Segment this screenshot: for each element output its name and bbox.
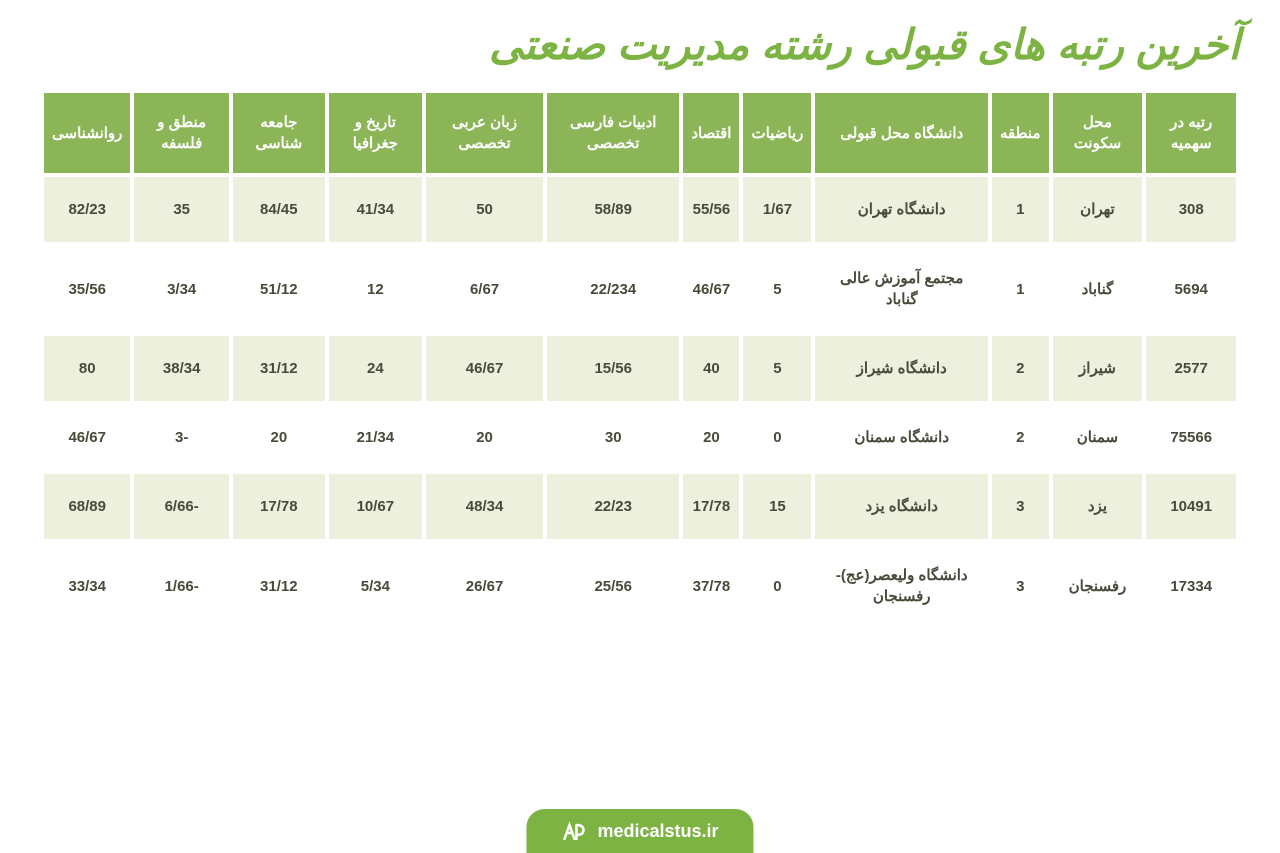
table-cell: 51/12 xyxy=(233,246,325,332)
rankings-table: رتبه در سهمیه محل سکونت منطقه دانشگاه مح… xyxy=(40,89,1240,633)
table-cell: 22/23 xyxy=(547,474,679,539)
table-cell: تهران xyxy=(1053,177,1143,242)
table-cell: 30 xyxy=(547,405,679,470)
table-row: 75566سمنان2دانشگاه سمنان020302021/3420-3… xyxy=(44,405,1236,470)
table-cell: 40 xyxy=(683,336,739,401)
table-cell: 35 xyxy=(134,177,228,242)
table-cell: 80 xyxy=(44,336,130,401)
table-cell: 10491 xyxy=(1146,474,1236,539)
col-history-geo: تاریخ و جغرافیا xyxy=(329,93,422,173)
table-cell: 17/78 xyxy=(683,474,739,539)
table-cell: 75566 xyxy=(1146,405,1236,470)
table-cell: 0 xyxy=(743,405,811,470)
col-sociology: جامعه شناسی xyxy=(233,93,325,173)
table-cell: 12 xyxy=(329,246,422,332)
table-cell: رفسنجان xyxy=(1053,543,1143,629)
table-cell: 31/12 xyxy=(233,336,325,401)
col-economics: اقتصاد xyxy=(683,93,739,173)
table-cell: 26/67 xyxy=(426,543,543,629)
table-cell: 46/67 xyxy=(683,246,739,332)
table-cell: شیراز xyxy=(1053,336,1143,401)
table-cell: یزد xyxy=(1053,474,1143,539)
table-cell: 3 xyxy=(992,474,1049,539)
table-cell: -6/66 xyxy=(134,474,228,539)
table-cell: دانشگاه یزد xyxy=(815,474,988,539)
table-cell: 48/34 xyxy=(426,474,543,539)
table-cell: 2 xyxy=(992,405,1049,470)
table-cell: 5 xyxy=(743,336,811,401)
table-cell: 308 xyxy=(1146,177,1236,242)
table-cell: 82/23 xyxy=(44,177,130,242)
table-cell: 0 xyxy=(743,543,811,629)
main-container: آخرین رتبه های قبولی رشته مدیریت صنعتی ر… xyxy=(0,0,1280,653)
table-header-row: رتبه در سهمیه محل سکونت منطقه دانشگاه مح… xyxy=(44,93,1236,173)
table-cell: 55/56 xyxy=(683,177,739,242)
footer-text: medicalstus.ir xyxy=(597,821,718,842)
table-cell: 5 xyxy=(743,246,811,332)
table-cell: 41/34 xyxy=(329,177,422,242)
col-persian-lit: ادبیات فارسی تخصصی xyxy=(547,93,679,173)
table-cell: 35/56 xyxy=(44,246,130,332)
table-row: 17334رفسنجان3دانشگاه ولیعصر(عج)-رفسنجان0… xyxy=(44,543,1236,629)
table-cell: 3/34 xyxy=(134,246,228,332)
table-cell: دانشگاه شیراز xyxy=(815,336,988,401)
footer-logo-icon xyxy=(561,819,589,843)
table-cell: 31/12 xyxy=(233,543,325,629)
table-cell: 17334 xyxy=(1146,543,1236,629)
table-cell: دانشگاه تهران xyxy=(815,177,988,242)
table-cell: دانشگاه ولیعصر(عج)-رفسنجان xyxy=(815,543,988,629)
table-cell: دانشگاه سمنان xyxy=(815,405,988,470)
table-cell: 46/67 xyxy=(44,405,130,470)
table-row: 10491یزد3دانشگاه یزد1517/7822/2348/3410/… xyxy=(44,474,1236,539)
table-row: 308تهران1دانشگاه تهران1/6755/5658/895041… xyxy=(44,177,1236,242)
table-cell: 1 xyxy=(992,177,1049,242)
table-body: 308تهران1دانشگاه تهران1/6755/5658/895041… xyxy=(44,177,1236,629)
col-math: ریاضیات xyxy=(743,93,811,173)
table-cell: 5/34 xyxy=(329,543,422,629)
page-title: آخرین رتبه های قبولی رشته مدیریت صنعتی xyxy=(40,20,1240,69)
table-row: 2577شیراز2دانشگاه شیراز54015/5646/672431… xyxy=(44,336,1236,401)
table-cell: 58/89 xyxy=(547,177,679,242)
table-cell: 2577 xyxy=(1146,336,1236,401)
table-cell: 20 xyxy=(233,405,325,470)
table-cell: سمنان xyxy=(1053,405,1143,470)
table-cell: 84/45 xyxy=(233,177,325,242)
table-cell: 15/56 xyxy=(547,336,679,401)
col-philosophy: منطق و فلسفه xyxy=(134,93,228,173)
table-cell: 10/67 xyxy=(329,474,422,539)
table-cell: 38/34 xyxy=(134,336,228,401)
table-cell: 15 xyxy=(743,474,811,539)
table-cell: 68/89 xyxy=(44,474,130,539)
table-cell: 3 xyxy=(992,543,1049,629)
table-cell: 17/78 xyxy=(233,474,325,539)
col-arabic: زبان عربی تخصصی xyxy=(426,93,543,173)
col-rank: رتبه در سهمیه xyxy=(1146,93,1236,173)
table-cell: 46/67 xyxy=(426,336,543,401)
table-cell: 20 xyxy=(683,405,739,470)
table-cell: 50 xyxy=(426,177,543,242)
table-cell: 25/56 xyxy=(547,543,679,629)
table-cell: -3 xyxy=(134,405,228,470)
table-cell: 1 xyxy=(992,246,1049,332)
col-region: منطقه xyxy=(992,93,1049,173)
table-cell: مجتمع آموزش عالی گناباد xyxy=(815,246,988,332)
col-psychology: روانشناسی xyxy=(44,93,130,173)
table-cell: 2 xyxy=(992,336,1049,401)
table-cell: 37/78 xyxy=(683,543,739,629)
table-cell: 1/67 xyxy=(743,177,811,242)
col-university: دانشگاه محل قبولی xyxy=(815,93,988,173)
table-cell: -1/66 xyxy=(134,543,228,629)
table-cell: 24 xyxy=(329,336,422,401)
table-cell: 21/34 xyxy=(329,405,422,470)
table-cell: 20 xyxy=(426,405,543,470)
table-cell: 6/67 xyxy=(426,246,543,332)
table-cell: 5694 xyxy=(1146,246,1236,332)
table-cell: 22/234 xyxy=(547,246,679,332)
footer-badge: medicalstus.ir xyxy=(526,809,753,853)
col-residence: محل سکونت xyxy=(1053,93,1143,173)
table-cell: گناباد xyxy=(1053,246,1143,332)
table-row: 5694گناباد1مجتمع آموزش عالی گناباد546/67… xyxy=(44,246,1236,332)
table-cell: 33/34 xyxy=(44,543,130,629)
